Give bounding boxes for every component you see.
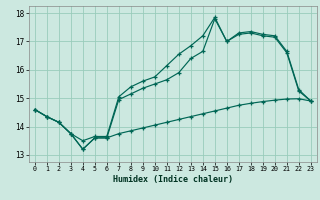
X-axis label: Humidex (Indice chaleur): Humidex (Indice chaleur) (113, 175, 233, 184)
